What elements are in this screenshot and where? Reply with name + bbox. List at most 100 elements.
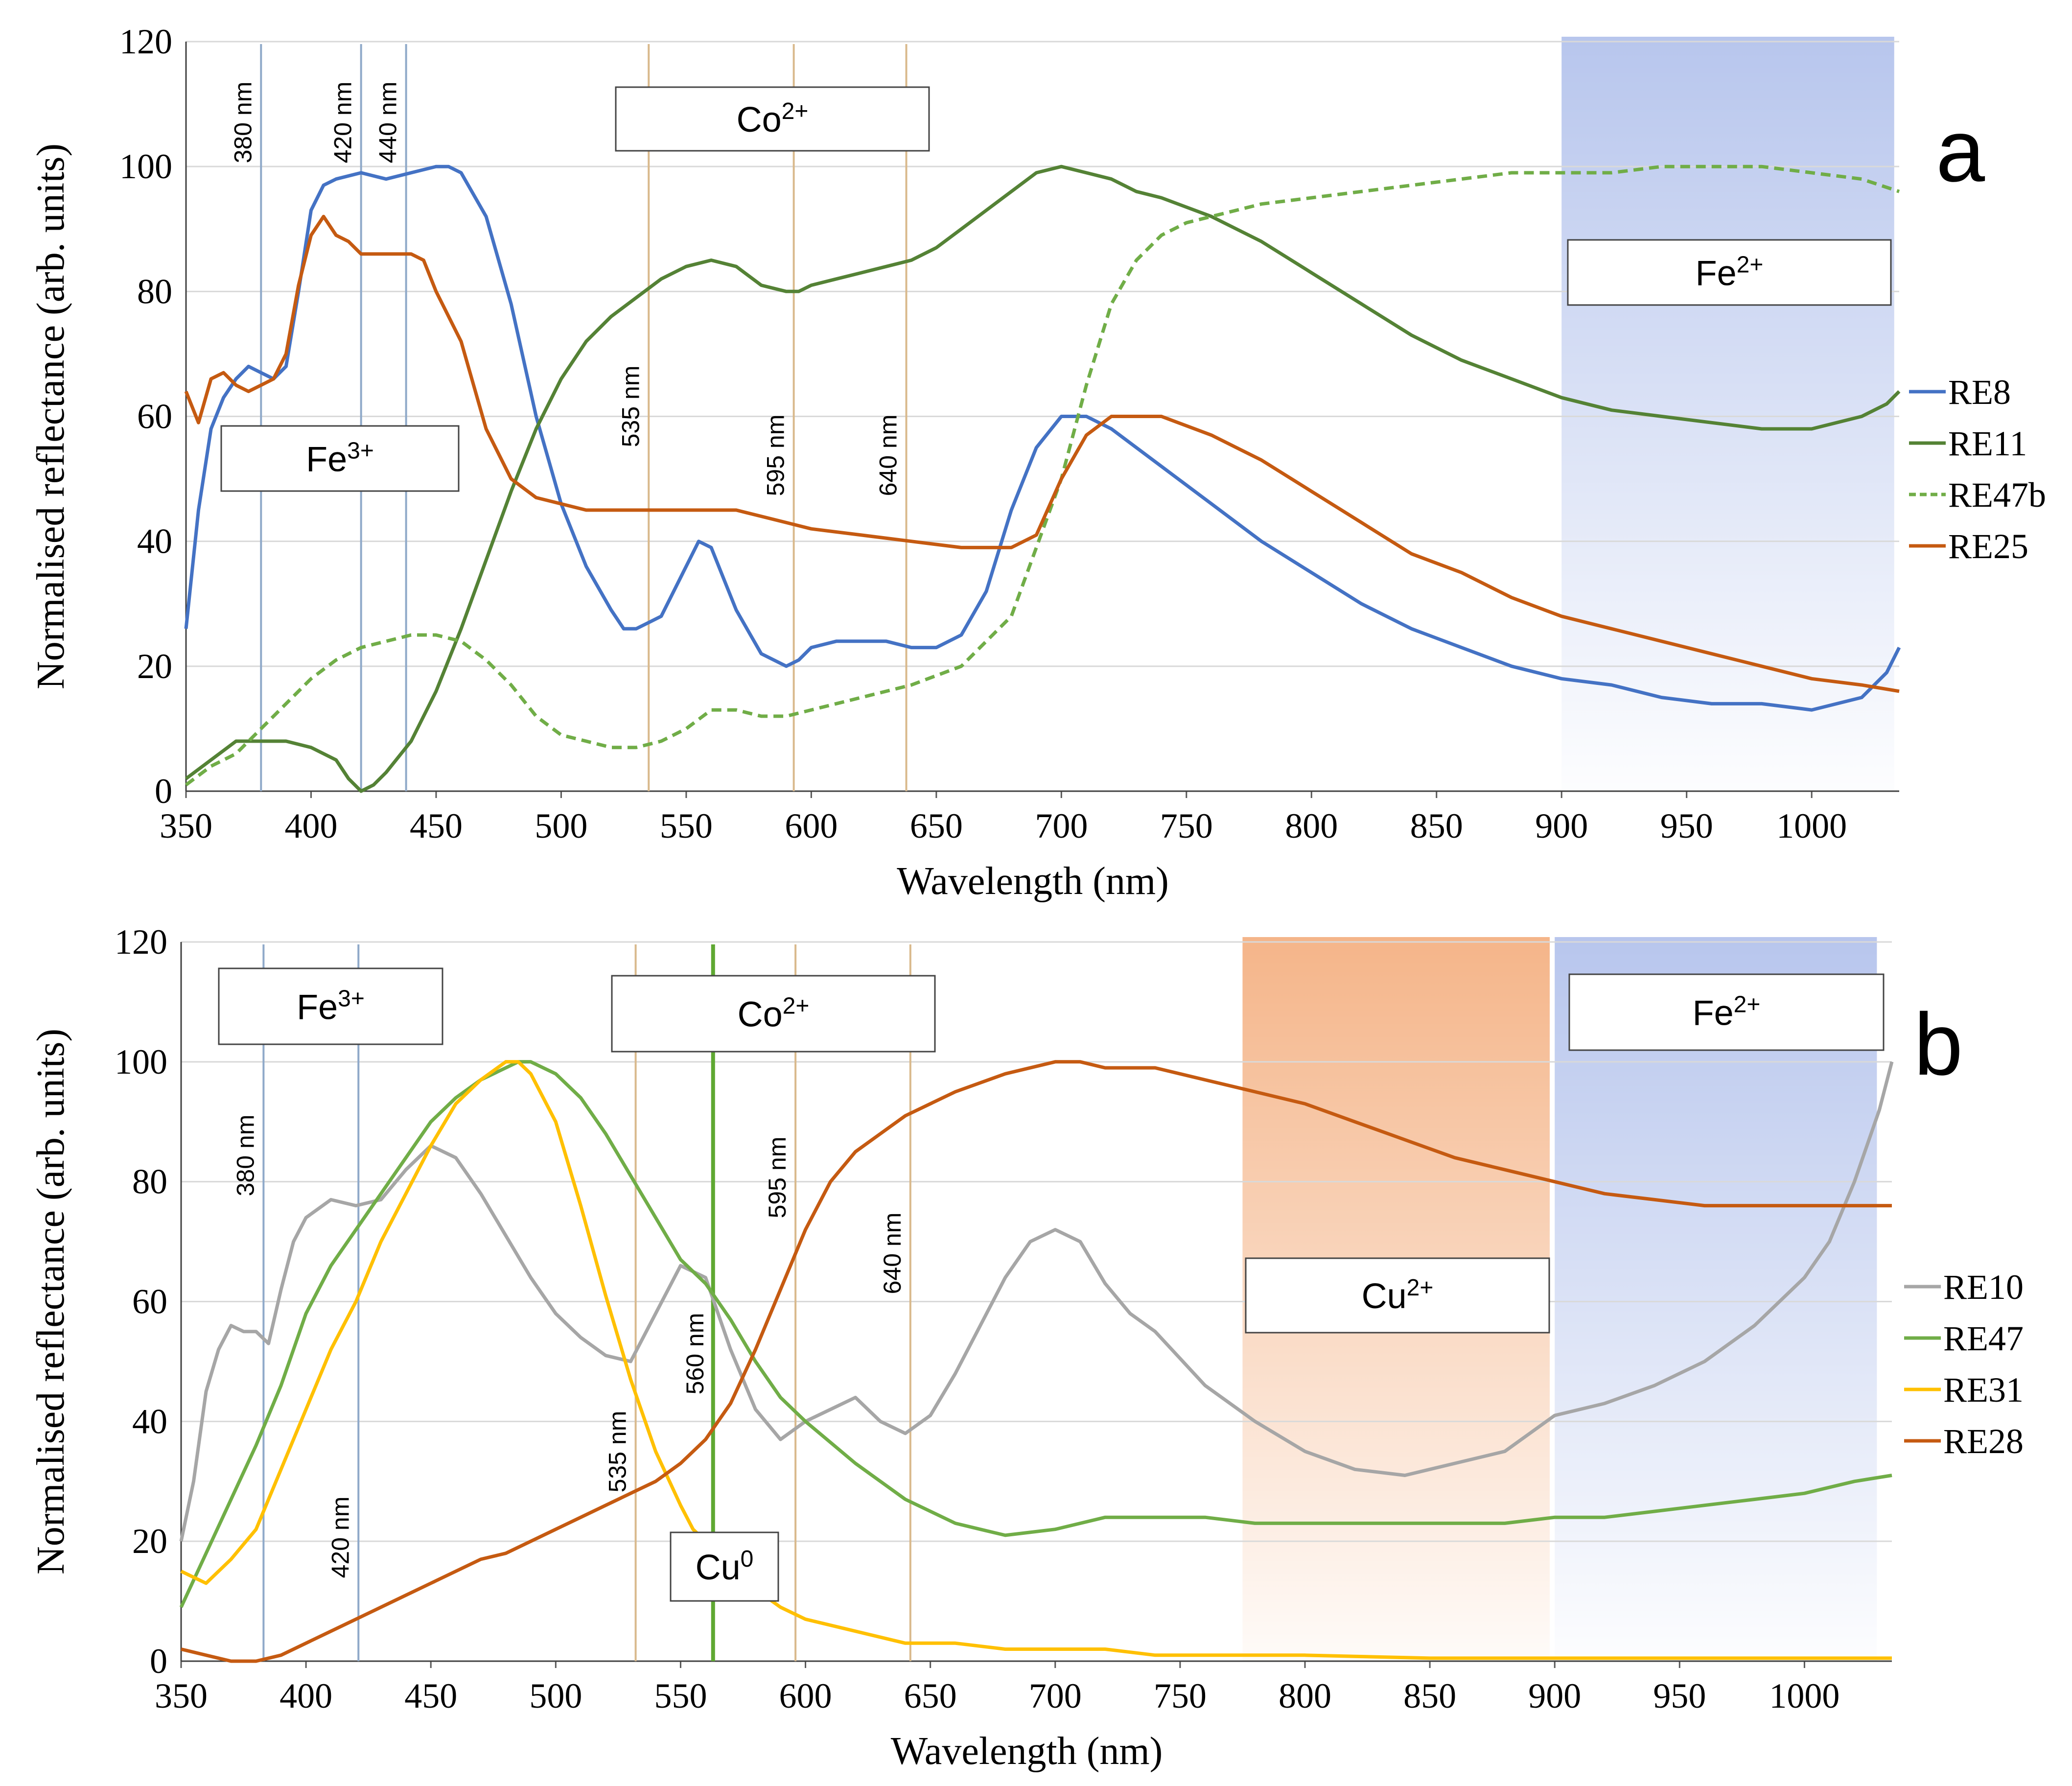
ion-label: Cu0 bbox=[696, 1546, 754, 1588]
ion-label-charge: 3+ bbox=[338, 986, 365, 1011]
legend-label: RE47 bbox=[1943, 1319, 2024, 1358]
x-tick-label: 550 bbox=[654, 1676, 707, 1716]
x-tick-label: 900 bbox=[1535, 806, 1588, 846]
ion-label-charge: 2+ bbox=[1734, 991, 1761, 1017]
x-tick-label: 600 bbox=[779, 1676, 832, 1716]
x-tick-label: 350 bbox=[155, 1676, 208, 1716]
ion-label: Fe3+ bbox=[297, 986, 365, 1027]
ion-label: Cu2+ bbox=[1362, 1275, 1434, 1316]
y-tick-label: 0 bbox=[150, 1642, 167, 1681]
x-tick-label: 500 bbox=[529, 1676, 582, 1716]
series-line-re11 bbox=[185, 164, 1901, 793]
series-line-re31 bbox=[180, 1060, 1892, 1660]
x-axis-title: Wavelength (nm) bbox=[897, 860, 1169, 903]
wavelength-label: 535 nm bbox=[617, 366, 644, 447]
ion-box bbox=[611, 975, 936, 1053]
ion-label-charge: 2+ bbox=[1407, 1275, 1434, 1301]
wavelength-label: 640 nm bbox=[879, 1213, 906, 1294]
panel-letter: a bbox=[1936, 102, 1985, 200]
y-tick-label: 60 bbox=[137, 397, 172, 436]
panel-a: 0 20 40 60 80 100 120 350 400 450 500 550 600 650 700 7… bbox=[29, 22, 2046, 903]
series-line-re25 bbox=[184, 214, 1900, 693]
x-tick-label: 350 bbox=[160, 806, 212, 846]
x-tick-label: 700 bbox=[1035, 806, 1088, 846]
y-tick-label: 100 bbox=[119, 147, 172, 186]
wavelength-label: 595 nm bbox=[762, 415, 790, 496]
y-tick-label: 120 bbox=[119, 22, 172, 61]
ion-label: Fe2+ bbox=[1693, 991, 1761, 1033]
x-tick-label: 850 bbox=[1403, 1676, 1456, 1716]
wavelength-label: 420 nm bbox=[326, 1497, 354, 1578]
y-tick-label: 40 bbox=[137, 522, 172, 561]
legend-label: RE31 bbox=[1943, 1370, 2024, 1410]
y-tick-label: 100 bbox=[115, 1042, 167, 1081]
wavelength-label: 380 nm bbox=[229, 82, 256, 164]
x-tick-label: 1000 bbox=[1776, 806, 1847, 846]
x-tick-label: 650 bbox=[904, 1676, 957, 1716]
x-tick-label: 1000 bbox=[1769, 1676, 1839, 1716]
ion-box bbox=[218, 967, 443, 1045]
ion-label-charge: 3+ bbox=[347, 438, 374, 464]
wavelength-label: 535 nm bbox=[604, 1411, 631, 1493]
x-tick-label: 850 bbox=[1410, 806, 1463, 846]
x-tick-label: 950 bbox=[1660, 806, 1713, 846]
x-tick-label: 600 bbox=[785, 806, 838, 846]
x-tick-label: 750 bbox=[1160, 806, 1213, 846]
y-tick-label: 120 bbox=[115, 922, 167, 962]
y-axis-title: Normalised reflectance (arb. units) bbox=[29, 1029, 72, 1574]
x-tick-label: 750 bbox=[1154, 1676, 1207, 1716]
x-tick-label: 450 bbox=[404, 1676, 457, 1716]
x-tick-label: 650 bbox=[910, 806, 963, 846]
panel-b: 0 20 40 60 80 100 120 350 400 450 500 550 600 650 700 7… bbox=[29, 922, 2024, 1773]
wavelength-label: 420 nm bbox=[329, 82, 357, 164]
legend-label: RE10 bbox=[1943, 1268, 2024, 1307]
ion-box bbox=[615, 86, 930, 152]
wavelength-label: 640 nm bbox=[875, 415, 902, 496]
ion-label-charge: 2+ bbox=[783, 993, 810, 1019]
ion-label-symbol: Fe bbox=[306, 440, 347, 479]
y-tick-label: 20 bbox=[137, 647, 172, 686]
ion-label-symbol: Co bbox=[737, 100, 782, 140]
ion-box bbox=[1245, 1257, 1550, 1334]
wavelength-label: 440 nm bbox=[374, 82, 402, 164]
legend-label: RE28 bbox=[1943, 1422, 2024, 1461]
ion-label-charge: 2+ bbox=[782, 98, 809, 124]
ion-label-symbol: Fe bbox=[297, 988, 338, 1027]
series-line-re28 bbox=[181, 1060, 1892, 1663]
y-axis-title: Normalised reflectance (arb. units) bbox=[29, 143, 72, 689]
ion-label: Fe2+ bbox=[1696, 252, 1764, 293]
y-tick-label: 20 bbox=[132, 1522, 167, 1561]
wavelength-label: 380 nm bbox=[232, 1115, 259, 1197]
ion-box bbox=[1568, 973, 1885, 1051]
ion-box bbox=[670, 1531, 779, 1602]
x-tick-label: 450 bbox=[410, 806, 463, 846]
wavelength-label: 595 nm bbox=[764, 1137, 791, 1219]
x-tick-label: 700 bbox=[1029, 1676, 1082, 1716]
ion-box bbox=[220, 425, 460, 492]
x-tick-label: 950 bbox=[1653, 1676, 1706, 1716]
legend-label: RE8 bbox=[1948, 373, 2011, 412]
ion-label-symbol: Fe bbox=[1693, 994, 1734, 1033]
ion-box bbox=[1567, 239, 1892, 306]
ion-label-symbol: Fe bbox=[1696, 254, 1737, 293]
series-line-re8 bbox=[184, 164, 1901, 712]
y-tick-label: 40 bbox=[132, 1402, 167, 1441]
legend-label: RE11 bbox=[1948, 424, 2027, 463]
y-tick-label: 80 bbox=[137, 272, 172, 311]
x-tick-label: 900 bbox=[1528, 1676, 1581, 1716]
x-tick-label: 400 bbox=[284, 806, 337, 846]
x-tick-label: 800 bbox=[1279, 1676, 1331, 1716]
x-tick-label: 400 bbox=[279, 1676, 332, 1716]
band-0 bbox=[1561, 37, 1894, 791]
series-line-re10 bbox=[179, 1061, 1894, 1542]
band-1 bbox=[1555, 937, 1877, 1661]
panel-letter: b bbox=[1914, 995, 1963, 1094]
ion-label-symbol: Cu bbox=[1362, 1277, 1407, 1316]
ion-label: Fe3+ bbox=[306, 438, 374, 479]
ion-label-symbol: Co bbox=[738, 995, 783, 1034]
ion-label-symbol: Cu bbox=[696, 1548, 741, 1587]
wavelength-label: 560 nm bbox=[681, 1313, 709, 1395]
x-tick-label: 500 bbox=[535, 806, 587, 846]
y-tick-label: 0 bbox=[155, 772, 172, 811]
